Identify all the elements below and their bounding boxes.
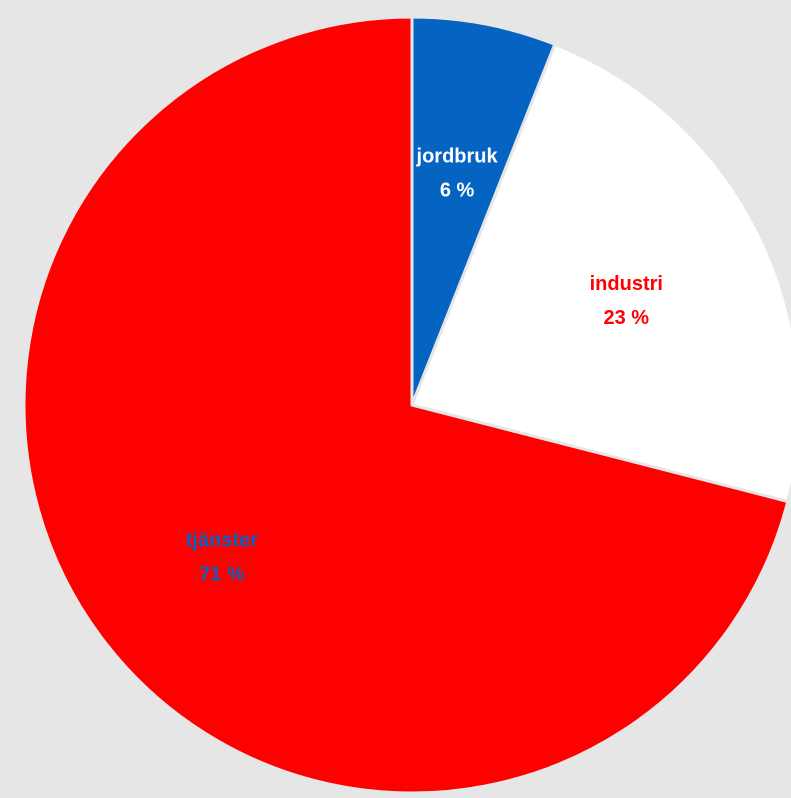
slice-value-jordbruk: 6 % — [440, 180, 475, 202]
slice-label-jordbruk: jordbruk — [416, 146, 499, 168]
pie-labels: jordbruk 6 % industri 23 % tjänster 71 % — [186, 146, 663, 586]
slice-value-tjänster: 71 % — [199, 563, 245, 585]
pie-slices — [22, 15, 791, 795]
pie-slice-jordbruk — [410, 15, 557, 407]
pie-slice-industri — [410, 42, 791, 503]
slice-value-industri: 23 % — [604, 307, 650, 329]
slice-label-industri: industri — [590, 273, 663, 295]
slice-label-tjänster: tjänster — [186, 529, 258, 551]
pie-slice-tjänster — [22, 15, 790, 795]
